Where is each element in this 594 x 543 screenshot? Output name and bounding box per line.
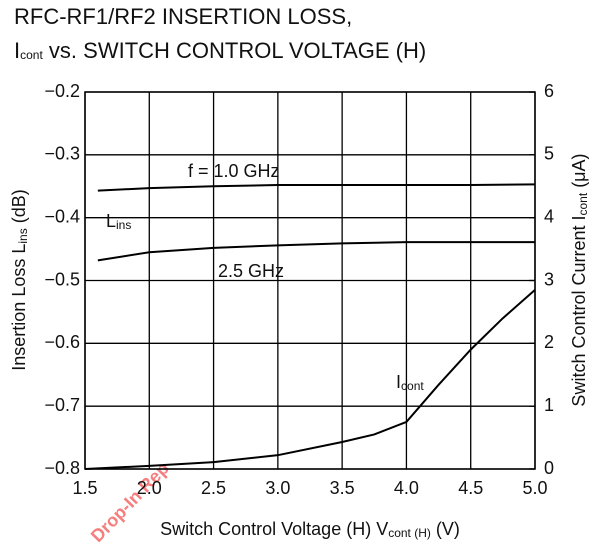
y2-axis-label: Switch Control Current Icont (μA)	[569, 153, 590, 406]
y-tick-label: −0.4	[44, 206, 80, 226]
y2-tick-label: 6	[544, 81, 554, 101]
y-tick-label: −0.7	[44, 395, 80, 415]
text-part: (dB)	[9, 189, 29, 228]
text-part: I	[396, 372, 401, 392]
y-tick-label: −0.6	[44, 332, 80, 352]
text-part: L	[106, 211, 116, 231]
annotation: Lins	[106, 211, 131, 232]
y-tick-label: −0.8	[44, 458, 80, 478]
x-tick-label: 3.0	[265, 478, 290, 498]
y2-tick-label: 1	[544, 395, 554, 415]
subscript: cont	[401, 379, 424, 393]
series-line	[97, 241, 535, 262]
y2-tick-label: 3	[544, 269, 554, 289]
subscript: cont	[20, 48, 43, 62]
subscript: ins	[16, 228, 30, 243]
chart-title: RFC-RF1/RF2 INSERTION LOSS,	[14, 4, 352, 29]
text-part: Switch Control Voltage (H) V	[160, 519, 388, 539]
annotation: Icont	[396, 372, 424, 393]
subscript: ins	[116, 218, 131, 232]
y2-tick-label: 4	[544, 206, 554, 226]
text-part: Switch Control Current I	[569, 215, 589, 406]
y2-tick-label: 0	[544, 458, 554, 478]
chart-title: Icont vs. SWITCH CONTROL VOLTAGE (H)	[14, 38, 426, 63]
y-axis-label: Insertion Loss Lins (dB)	[9, 189, 30, 370]
y-tick-label: −0.5	[44, 269, 80, 289]
y-tick-label: −0.2	[44, 81, 80, 101]
x-tick-label: 1.5	[72, 478, 97, 498]
subscript: cont (H)	[388, 526, 431, 540]
y2-tick-label: 2	[544, 332, 554, 352]
x-axis-label: Switch Control Voltage (H) Vcont (H) (V)	[160, 519, 460, 540]
series-line	[84, 289, 536, 470]
series-line	[97, 183, 536, 192]
x-tick-label: 4.5	[458, 478, 483, 498]
series-label: f = 1.0 GHz	[188, 161, 280, 181]
y-tick-label: −0.3	[44, 144, 80, 164]
x-tick-label: 4.0	[394, 478, 419, 498]
text-part: Insertion Loss L	[9, 244, 29, 371]
plot-frame	[84, 91, 536, 470]
series-label: 2.5 GHz	[218, 261, 284, 281]
subscript: cont	[576, 192, 590, 215]
text-part: RFC-RF1/RF2 INSERTION LOSS,	[14, 4, 352, 29]
x-tick-label: 5.0	[522, 478, 547, 498]
text-part: (V)	[431, 519, 460, 539]
x-tick-label: 3.5	[330, 478, 355, 498]
y2-tick-label: 5	[544, 144, 554, 164]
text-part: I	[14, 38, 20, 63]
x-tick-label: 2.0	[137, 478, 162, 498]
text-part: vs. SWITCH CONTROL VOLTAGE (H)	[43, 38, 426, 63]
x-tick-label: 2.5	[201, 478, 226, 498]
text-part: (μA)	[569, 153, 589, 192]
